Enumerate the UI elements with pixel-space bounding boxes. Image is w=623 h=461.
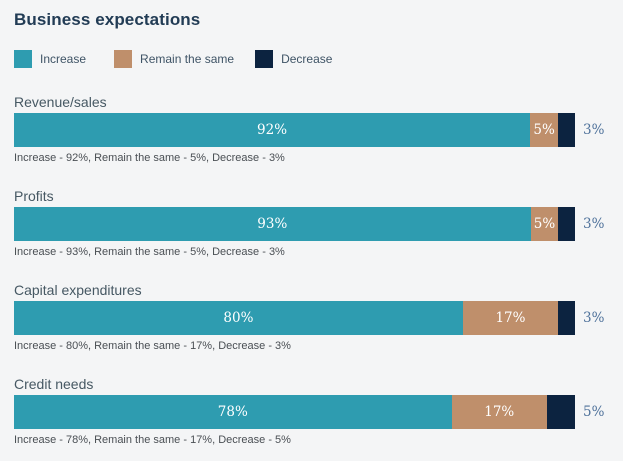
decrease-segment	[558, 301, 575, 335]
bar-groups: Revenue/sales 92% 5% 3% Increase - 92%, …	[14, 94, 609, 447]
stacked-bar: 93% 5%	[14, 207, 575, 241]
decrease-value-label: 3%	[583, 122, 605, 138]
stacked-bar: 78% 17%	[14, 395, 575, 429]
legend-item: Decrease	[255, 50, 332, 68]
legend-label: Decrease	[281, 52, 333, 66]
legend-label: Increase	[40, 52, 87, 66]
decrease-value-label: 3%	[583, 310, 605, 326]
bar-group: Revenue/sales 92% 5% 3% Increase - 92%, …	[14, 94, 609, 165]
category-label: Revenue/sales	[14, 94, 107, 110]
bar-row: 93% 5% 3%	[14, 207, 609, 241]
legend-swatch	[114, 50, 133, 68]
increase-segment: 92%	[14, 113, 531, 147]
decrease-value-label: 3%	[583, 216, 605, 232]
remain-segment: 5%	[530, 113, 559, 147]
legend-swatch	[255, 50, 274, 68]
bar-caption: Increase - 78%, Remain the same - 17%, D…	[14, 434, 291, 446]
legend-label: Remain the same	[140, 52, 235, 66]
increase-value-label: 92%	[257, 122, 288, 138]
decrease-segment	[546, 395, 575, 429]
remain-segment: 17%	[462, 301, 559, 335]
stacked-bar: 80% 17%	[14, 301, 575, 335]
remain-value-label: 5%	[533, 216, 556, 232]
category-label: Credit needs	[14, 376, 94, 392]
bar-caption: Increase - 92%, Remain the same - 5%, De…	[14, 152, 285, 164]
bar-group: Capital expenditures 80% 17% 3% Increase…	[14, 282, 609, 353]
legend-item: Increase	[14, 50, 86, 68]
increase-value-label: 78%	[217, 404, 248, 420]
remain-value-label: 17%	[484, 404, 515, 420]
legend-item: Remain the same	[114, 50, 234, 68]
increase-value-label: 80%	[223, 310, 254, 326]
stacked-bar: 92% 5%	[14, 113, 575, 147]
bar-row: 92% 5% 3%	[14, 113, 609, 147]
legend: Increase Remain the same Decrease	[14, 50, 609, 68]
remain-value-label: 5%	[533, 122, 555, 138]
increase-value-label: 93%	[257, 216, 288, 232]
page-title: Business expectations	[14, 10, 201, 29]
increase-segment: 93%	[14, 207, 531, 241]
bar-group: Credit needs 78% 17% 5% Increase - 78%, …	[14, 376, 609, 447]
bar-row: 78% 17% 5%	[14, 395, 609, 429]
bar-row: 80% 17% 3%	[14, 301, 609, 335]
legend-swatch	[14, 50, 32, 68]
category-label: Capital expenditures	[14, 282, 142, 298]
decrease-segment	[558, 113, 575, 147]
decrease-segment	[558, 207, 575, 241]
bar-caption: Increase - 80%, Remain the same - 17%, D…	[14, 340, 291, 352]
remain-segment: 5%	[530, 207, 559, 241]
decrease-value-label: 5%	[583, 404, 605, 420]
bar-group: Profits 93% 5% 3% Increase - 93%, Remain…	[14, 188, 609, 259]
remain-value-label: 17%	[495, 310, 526, 326]
remain-segment: 17%	[451, 395, 547, 429]
bar-caption: Increase - 93%, Remain the same - 5%, De…	[14, 246, 285, 258]
increase-segment: 80%	[14, 301, 463, 335]
increase-segment: 78%	[14, 395, 452, 429]
category-label: Profits	[14, 188, 54, 204]
